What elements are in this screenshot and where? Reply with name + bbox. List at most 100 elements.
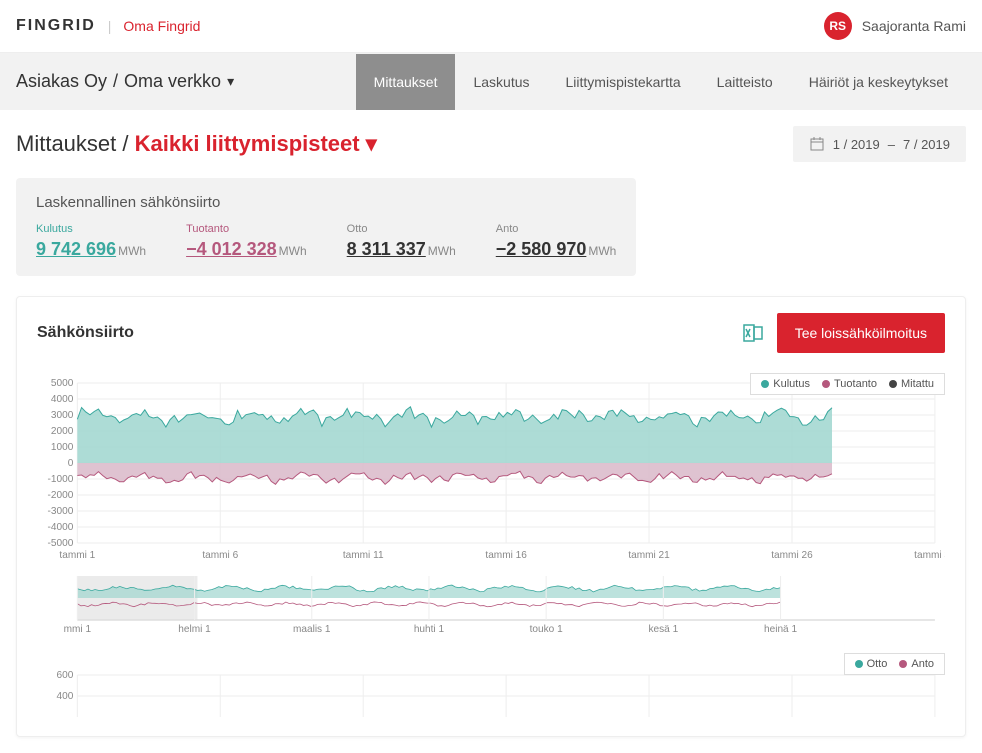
tab-hairiot[interactable]: Häiriöt ja keskeytykset (791, 54, 966, 110)
svg-text:tammi 31: tammi 31 (914, 550, 945, 561)
svg-text:touko 1: touko 1 (530, 624, 563, 634)
metric-unit: MWh (279, 244, 307, 258)
avatar[interactable]: RS (824, 12, 852, 40)
metric-otto: Otto 8 311 337MWh (347, 223, 456, 260)
metric-label: Tuotanto (186, 223, 307, 235)
metric-value[interactable]: −2 580 970 (496, 239, 587, 259)
secondary-chart-area: Otto Anto 600 400 (37, 657, 945, 720)
svg-text:400: 400 (56, 691, 73, 702)
metric-value[interactable]: 8 311 337 (347, 239, 426, 259)
overview-chart[interactable]: mmi 1 helmi 1 maalis 1 huhti 1 touko 1 kesä 1… (37, 574, 945, 634)
svg-text:huhti 1: huhti 1 (414, 624, 445, 634)
svg-text:tammi 1: tammi 1 (59, 550, 95, 561)
metric-value[interactable]: −4 012 328 (186, 239, 277, 259)
breadcrumb-1: Asiakas Oy (16, 71, 107, 92)
metric-label: Otto (347, 223, 456, 235)
chevron-down-icon: ▾ (366, 131, 377, 156)
legend-dot-icon (855, 660, 863, 668)
header-left: FINGRID | Oma Fingrid (16, 17, 200, 35)
breadcrumb-2: Oma verkko (124, 71, 221, 92)
chart-legend-2: Otto Anto (844, 653, 945, 675)
content: Mittaukset / Kaikki liittymispisteet ▾ 1… (0, 110, 982, 753)
metric-anto: Anto −2 580 970MWh (496, 223, 617, 260)
secondary-chart[interactable]: 600 400 (37, 657, 945, 717)
tab-laskutus[interactable]: Laskutus (455, 54, 547, 110)
app-header: FINGRID | Oma Fingrid RS Saajoranta Rami (0, 0, 982, 53)
excel-icon[interactable] (741, 321, 765, 345)
svg-text:heinä 1: heinä 1 (764, 624, 797, 634)
metric-tuotanto: Tuotanto −4 012 328MWh (186, 223, 307, 260)
svg-text:-3000: -3000 (48, 506, 74, 517)
date-from: 1 / 2019 (833, 137, 880, 152)
legend-otto[interactable]: Otto (855, 658, 888, 670)
svg-text:1000: 1000 (51, 442, 74, 453)
legend-dot-icon (899, 660, 907, 668)
metric-label: Kulutus (36, 223, 146, 235)
tab-liittymispistekartta[interactable]: Liittymispistekartta (548, 54, 699, 110)
svg-text:-1000: -1000 (48, 474, 74, 485)
metric-kulutus: Kulutus 9 742 696MWh (36, 223, 146, 260)
tab-mittaukset[interactable]: Mittaukset (356, 54, 456, 110)
svg-text:tammi 6: tammi 6 (202, 550, 238, 561)
date-range-picker[interactable]: 1 / 2019 – 7 / 2019 (793, 126, 966, 162)
legend-dot-icon (822, 380, 830, 388)
date-to: 7 / 2019 (903, 137, 950, 152)
page-title-row: Mittaukset / Kaikki liittymispisteet ▾ 1… (16, 126, 966, 162)
title-prefix: Mittaukset (16, 131, 116, 156)
logo-divider: | (108, 18, 112, 34)
page-title: Mittaukset / Kaikki liittymispisteet ▾ (16, 131, 377, 157)
svg-text:tammi 16: tammi 16 (485, 550, 527, 561)
summary-row: Kulutus 9 742 696MWh Tuotanto −4 012 328… (36, 223, 616, 260)
main-chart[interactable]: 500040003000200010000-1000-2000-3000-400… (37, 373, 945, 563)
title-highlight[interactable]: Kaikki liittymispisteet ▾ (135, 131, 377, 156)
header-right: RS Saajoranta Rami (824, 12, 966, 40)
summary-card: Laskennallinen sähkönsiirto Kulutus 9 74… (16, 178, 636, 276)
svg-text:kesä 1: kesä 1 (649, 624, 679, 634)
main-chart-area: Kulutus Tuotanto Mitattu 500040003000200… (37, 373, 945, 637)
logo-sub[interactable]: Oma Fingrid (123, 18, 200, 34)
svg-text:0: 0 (68, 458, 74, 469)
legend-anto[interactable]: Anto (899, 658, 934, 670)
svg-text:helmi 1: helmi 1 (178, 624, 211, 634)
metric-label: Anto (496, 223, 617, 235)
svg-text:-2000: -2000 (48, 490, 74, 501)
chevron-down-icon: ▾ (227, 73, 234, 90)
svg-text:tammi 26: tammi 26 (771, 550, 813, 561)
svg-text:600: 600 (56, 670, 73, 681)
breadcrumb-sep: / (113, 71, 118, 92)
user-name[interactable]: Saajoranta Rami (862, 18, 966, 34)
chart-actions: Tee loissähköilmoitus (741, 313, 945, 353)
legend-mitattu[interactable]: Mitattu (889, 378, 934, 390)
svg-text:4000: 4000 (51, 394, 74, 405)
summary-title: Laskennallinen sähkönsiirto (36, 194, 616, 211)
chart-header: Sähkönsiirto Tee loissähköilmoitus (37, 313, 945, 353)
metric-unit: MWh (118, 244, 146, 258)
tab-laitteisto[interactable]: Laitteisto (699, 54, 791, 110)
calendar-icon (809, 136, 825, 152)
navbar: Asiakas Oy / Oma verkko ▾ Mittaukset Las… (0, 53, 982, 110)
chart-card: Sähkönsiirto Tee loissähköilmoitus Kulut… (16, 296, 966, 737)
metric-unit: MWh (428, 244, 456, 258)
legend-kulutus[interactable]: Kulutus (761, 378, 810, 390)
svg-text:2000: 2000 (51, 426, 74, 437)
tabs: Mittaukset Laskutus Liittymispistekartta… (356, 54, 966, 110)
svg-text:maalis 1: maalis 1 (293, 624, 331, 634)
chart-legend: Kulutus Tuotanto Mitattu (750, 373, 945, 395)
svg-text:-4000: -4000 (48, 522, 74, 533)
svg-text:3000: 3000 (51, 410, 74, 421)
svg-text:-5000: -5000 (48, 538, 74, 549)
svg-text:tammi 21: tammi 21 (628, 550, 670, 561)
title-sep: / (122, 131, 134, 156)
breadcrumb[interactable]: Asiakas Oy / Oma verkko ▾ (16, 53, 234, 110)
tee-loissahkoilmoitus-button[interactable]: Tee loissähköilmoitus (777, 313, 945, 353)
chart-title: Sähkönsiirto (37, 324, 134, 342)
metric-value[interactable]: 9 742 696 (36, 239, 116, 259)
logo[interactable]: FINGRID (16, 17, 96, 35)
legend-dot-icon (761, 380, 769, 388)
legend-dot-icon (889, 380, 897, 388)
svg-text:mmi 1: mmi 1 (64, 624, 92, 634)
metric-unit: MWh (588, 244, 616, 258)
date-sep: – (888, 137, 895, 152)
legend-tuotanto[interactable]: Tuotanto (822, 378, 877, 390)
svg-text:tammi 11: tammi 11 (343, 550, 384, 561)
